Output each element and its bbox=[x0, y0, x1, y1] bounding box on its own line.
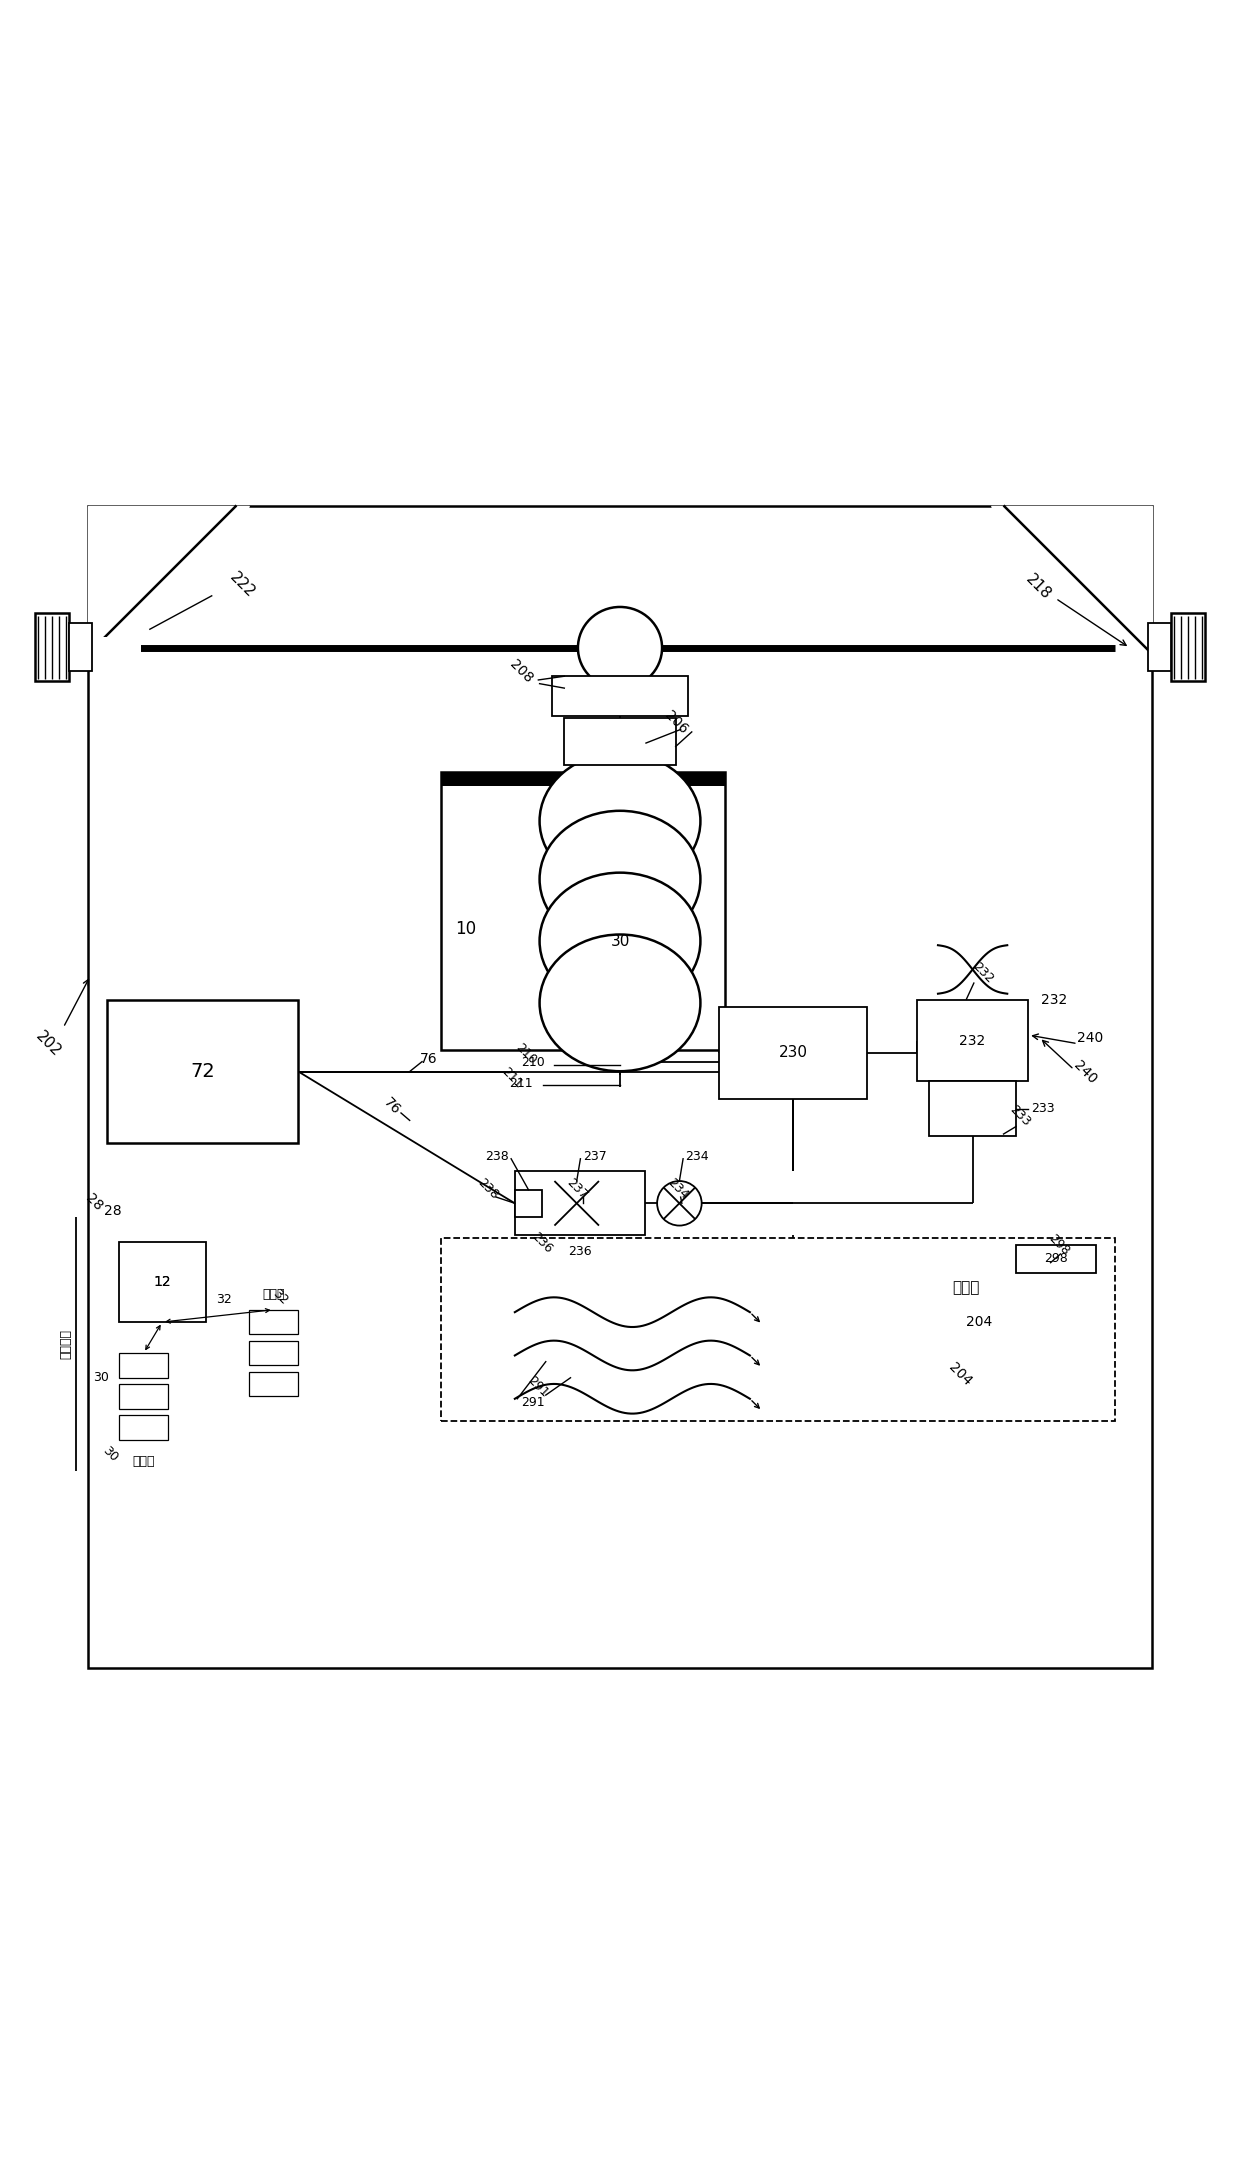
Text: 28: 28 bbox=[104, 1204, 122, 1217]
Text: 238: 238 bbox=[475, 1176, 501, 1202]
Bar bbox=[440, 772, 725, 787]
Bar bbox=[249, 1341, 299, 1365]
Text: 210: 210 bbox=[522, 1057, 546, 1070]
Text: 210: 210 bbox=[513, 1041, 539, 1067]
Text: 76: 76 bbox=[381, 1096, 403, 1117]
Text: 238: 238 bbox=[485, 1150, 508, 1163]
Bar bbox=[515, 1172, 645, 1235]
Text: 233: 233 bbox=[1007, 1102, 1033, 1128]
Text: 204: 204 bbox=[946, 1359, 975, 1389]
Text: 乘客室: 乘客室 bbox=[952, 1280, 980, 1296]
Bar bbox=[719, 1007, 868, 1100]
Ellipse shape bbox=[539, 752, 701, 889]
Bar bbox=[107, 1000, 299, 1144]
Text: 211: 211 bbox=[510, 1076, 533, 1089]
Text: 208: 208 bbox=[507, 657, 536, 685]
Text: 237: 237 bbox=[564, 1176, 590, 1202]
Bar bbox=[69, 624, 92, 672]
Text: 291: 291 bbox=[521, 1396, 544, 1409]
Text: 298: 298 bbox=[1044, 1252, 1068, 1265]
Text: 204: 204 bbox=[966, 1315, 992, 1328]
Text: 298: 298 bbox=[1047, 1233, 1073, 1259]
Bar bbox=[92, 637, 141, 657]
Text: 234: 234 bbox=[665, 1176, 691, 1202]
Ellipse shape bbox=[539, 872, 701, 1009]
Text: 12: 12 bbox=[154, 1274, 171, 1289]
Bar bbox=[119, 1415, 169, 1439]
Text: 10: 10 bbox=[455, 920, 476, 937]
Text: 218: 218 bbox=[1023, 572, 1054, 602]
Bar bbox=[1171, 613, 1205, 680]
Polygon shape bbox=[88, 507, 249, 667]
Bar bbox=[35, 613, 69, 680]
Text: 72: 72 bbox=[190, 1063, 215, 1080]
Text: 237: 237 bbox=[583, 1150, 606, 1163]
Bar bbox=[440, 772, 725, 1050]
Bar bbox=[88, 507, 1152, 1667]
Text: 222: 222 bbox=[227, 570, 258, 600]
Text: 控制系统: 控制系统 bbox=[60, 1328, 72, 1359]
Text: 232: 232 bbox=[960, 1033, 986, 1048]
Text: 232: 232 bbox=[970, 961, 996, 987]
Bar bbox=[1148, 624, 1171, 672]
Text: 32: 32 bbox=[216, 1294, 232, 1307]
Text: 240: 240 bbox=[1071, 1059, 1100, 1087]
Ellipse shape bbox=[578, 607, 662, 689]
Ellipse shape bbox=[539, 935, 701, 1072]
Bar bbox=[249, 1372, 299, 1396]
Polygon shape bbox=[991, 507, 1152, 667]
Text: 76: 76 bbox=[419, 1052, 436, 1065]
Text: 230: 230 bbox=[779, 1046, 807, 1061]
Text: 30: 30 bbox=[610, 933, 630, 948]
Ellipse shape bbox=[539, 811, 701, 948]
Text: 202: 202 bbox=[33, 1028, 64, 1059]
Bar bbox=[929, 1080, 1016, 1137]
Bar bbox=[119, 1352, 169, 1378]
Text: 232: 232 bbox=[1040, 994, 1066, 1007]
Text: 233: 233 bbox=[1030, 1102, 1054, 1115]
Bar bbox=[119, 1241, 206, 1322]
Text: 28: 28 bbox=[83, 1191, 105, 1213]
Text: 传感器: 传感器 bbox=[133, 1454, 155, 1467]
Bar bbox=[440, 1237, 1115, 1422]
Text: 12: 12 bbox=[154, 1274, 171, 1289]
Text: 30: 30 bbox=[93, 1372, 109, 1385]
Bar bbox=[249, 1309, 299, 1335]
Text: 236: 236 bbox=[529, 1230, 556, 1257]
Bar bbox=[552, 676, 688, 715]
Bar bbox=[1016, 1246, 1096, 1272]
Text: 236: 236 bbox=[568, 1246, 591, 1259]
Text: 致动器: 致动器 bbox=[263, 1289, 285, 1302]
Text: 240: 240 bbox=[1078, 1030, 1104, 1044]
Bar bbox=[564, 717, 676, 765]
Ellipse shape bbox=[657, 1180, 702, 1226]
Text: 211: 211 bbox=[500, 1065, 526, 1091]
Text: 32: 32 bbox=[269, 1287, 290, 1307]
Text: 206: 206 bbox=[661, 709, 689, 737]
Text: 291: 291 bbox=[526, 1374, 552, 1400]
Text: 234: 234 bbox=[686, 1150, 709, 1163]
Text: 30: 30 bbox=[100, 1444, 120, 1465]
Bar bbox=[119, 1385, 169, 1409]
Bar bbox=[916, 1000, 1028, 1080]
Bar bbox=[515, 1189, 542, 1217]
